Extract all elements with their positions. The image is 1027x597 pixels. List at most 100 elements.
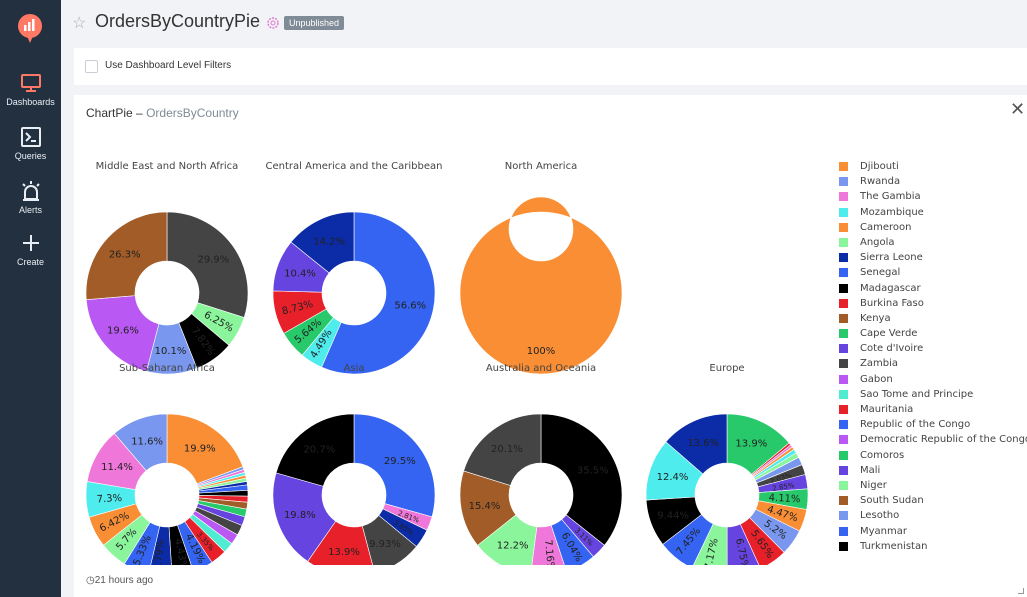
slice-label: 19.8% — [284, 510, 316, 521]
pie-slice[interactable] — [290, 211, 355, 274]
legend-swatch — [839, 207, 848, 217]
legend-item[interactable] — [834, 554, 1027, 557]
sidebar-item-label: Queries — [14, 151, 47, 161]
widget-title[interactable]: ChartPie – OrdersByCountry — [86, 106, 239, 120]
legend-swatch — [839, 253, 848, 263]
redash-logo-icon[interactable] — [17, 14, 43, 44]
legend-item[interactable]: Kenya — [834, 311, 1027, 326]
slice-label: 7.3% — [96, 493, 122, 505]
slice-label: 13.6% — [687, 438, 719, 449]
pie-slice[interactable] — [665, 413, 728, 475]
monitor-icon — [20, 74, 41, 92]
clock-icon: ◷ — [86, 575, 95, 586]
legend-item[interactable]: Djibouti — [834, 159, 1027, 174]
legend-label: Turkmenistan — [860, 540, 928, 552]
legend-label: Cape Verde — [860, 328, 918, 340]
slice-label: 11.4% — [101, 462, 133, 473]
pie-slice[interactable] — [113, 413, 168, 472]
widget-panel: ChartPie – OrdersByCountry ✕ Middle East… — [74, 95, 1027, 597]
slice-label: 100% — [527, 346, 556, 357]
pie-slice[interactable] — [540, 413, 623, 546]
legend-label: Mali — [860, 464, 881, 476]
legend-swatch — [839, 268, 848, 278]
pie-slice[interactable] — [321, 211, 436, 375]
sidebar-item-create[interactable]: Create — [0, 232, 61, 267]
dashboard-filters-checkbox[interactable] — [85, 60, 98, 73]
legend-item[interactable]: Zambia — [834, 356, 1027, 371]
legend-item[interactable]: Sao Tome and Principe — [834, 387, 1027, 402]
legend-item[interactable]: Turkmenistan — [834, 539, 1027, 554]
chart-title: Europe — [709, 363, 744, 374]
legend-swatch — [839, 222, 848, 232]
query-name[interactable]: OrdersByCountry — [146, 106, 239, 120]
legend-item[interactable]: Angola — [834, 235, 1027, 250]
legend-item[interactable]: Burkina Faso — [834, 296, 1027, 311]
legend-swatch — [839, 283, 848, 293]
legend-item[interactable]: Democratic Republic of the Congo — [834, 432, 1027, 447]
pie-slice[interactable] — [459, 196, 623, 375]
legend-item[interactable]: Madagascar — [834, 281, 1027, 296]
favorite-star-icon[interactable]: ☆ — [72, 15, 87, 32]
pie-slice[interactable] — [463, 413, 542, 486]
pie-slice[interactable] — [85, 295, 160, 372]
legend-item[interactable]: Lesotho — [834, 508, 1027, 523]
slice-label: 9.93% — [369, 539, 401, 550]
legend-swatch — [839, 344, 848, 354]
chart-title: Sub-Saharan Africa — [119, 363, 215, 374]
legend-item[interactable]: Myanmar — [834, 524, 1027, 539]
legend-item[interactable]: Senegal — [834, 265, 1027, 280]
legend-item[interactable]: The Gambia — [834, 189, 1027, 204]
legend-item[interactable]: Republic of the Congo — [834, 417, 1027, 432]
legend-label: Mozambique — [860, 206, 924, 218]
legend-item[interactable]: South Sudan — [834, 493, 1027, 508]
last-updated: ◷21 hours ago — [86, 575, 153, 586]
legend-item[interactable]: Cameroon — [834, 220, 1027, 235]
pie-slice[interactable] — [272, 472, 337, 562]
legend-item[interactable]: Mauritania — [834, 402, 1027, 417]
chart-title: Australia and Oceania — [486, 363, 596, 374]
slice-label: 29.5% — [384, 456, 416, 467]
sidebar-item-queries[interactable]: Queries — [0, 126, 61, 161]
legend-swatch — [839, 435, 848, 445]
legend-item[interactable]: Rwanda — [834, 174, 1027, 189]
legend-item[interactable]: Gabon — [834, 372, 1027, 387]
legend-item[interactable]: Sierra Leone — [834, 250, 1027, 265]
legend-item[interactable]: Comoros — [834, 448, 1027, 463]
slice-label: 13.9% — [328, 547, 360, 558]
legend-swatch — [839, 329, 848, 339]
status-badge: Unpublished — [284, 16, 345, 30]
legend-item[interactable]: Cote d'Ivoire — [834, 341, 1027, 356]
page-title[interactable]: OrdersByCountryPie — [95, 11, 261, 31]
pie-slice[interactable] — [353, 413, 436, 518]
legend-item[interactable]: Niger — [834, 478, 1027, 493]
pie-slice[interactable] — [166, 211, 249, 318]
slice-label: 20.1% — [491, 444, 523, 455]
legend-item[interactable]: Cape Verde — [834, 326, 1027, 341]
legend-label: Senegal — [860, 267, 901, 279]
chart-title: North America — [505, 161, 577, 172]
slice-label: 6.75% — [733, 537, 751, 565]
legend-label: Zambia — [860, 358, 898, 370]
legend-item[interactable]: Mozambique — [834, 205, 1027, 220]
legend-swatch — [839, 541, 848, 551]
pie-slice[interactable] — [275, 413, 355, 487]
chart-legend: Djibouti Rwanda The Gambia Mozambique Camero… — [834, 159, 1027, 557]
close-icon[interactable]: ✕ — [1010, 99, 1026, 119]
slice-label: 20.7% — [303, 445, 335, 456]
sidebar-item-label: Create — [16, 257, 44, 267]
legend-swatch — [839, 511, 848, 521]
legend-item[interactable]: Mali — [834, 463, 1027, 478]
sidebar-item-dashboards[interactable]: Dashboards — [0, 72, 61, 107]
sidebar-item-alerts[interactable]: Alerts — [0, 180, 61, 215]
pie-slice[interactable] — [85, 211, 168, 300]
legend-label: Niger — [860, 479, 887, 491]
resize-handle[interactable] — [1018, 588, 1024, 594]
legend-label: Lesotho — [860, 510, 900, 522]
dashboard-filters-label[interactable]: Use Dashboard Level Filters — [105, 60, 232, 71]
pie-slice[interactable] — [361, 514, 417, 565]
pie-slice[interactable] — [166, 413, 244, 485]
slice-label: 4.11% — [768, 493, 800, 506]
legend-label: The Gambia — [860, 191, 921, 203]
chart-title: Asia — [344, 363, 365, 374]
filter-bar: Use Dashboard Level Filters — [74, 48, 1027, 85]
